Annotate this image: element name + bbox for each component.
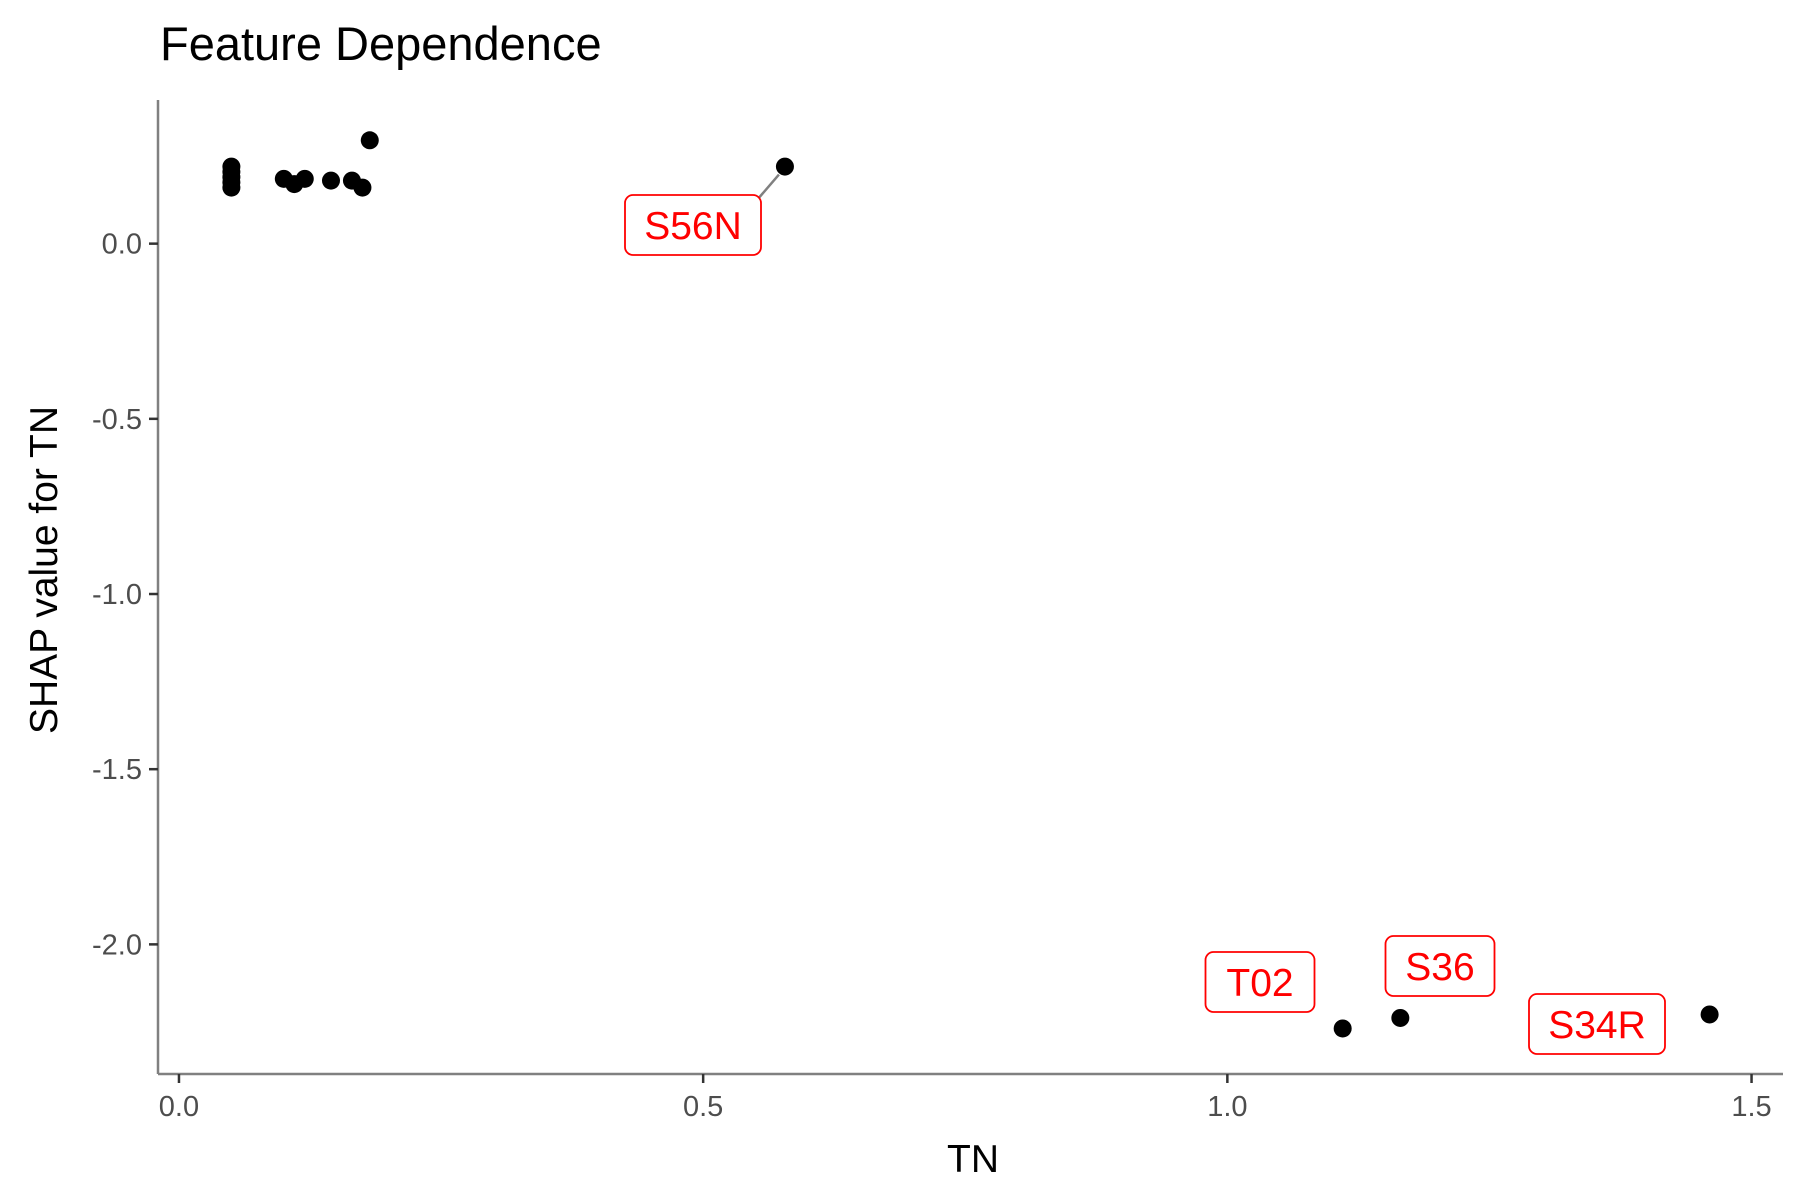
labeled-data-point: [1700, 1005, 1719, 1024]
chart-title: Feature Dependence: [160, 17, 602, 70]
y-tick-label: -2.0: [92, 929, 142, 961]
x-tick-label: 1.5: [1731, 1091, 1771, 1123]
y-tick-label: -1.5: [92, 754, 142, 786]
x-tick-label: 0.0: [159, 1091, 199, 1123]
y-tick-label: -1.0: [92, 579, 142, 611]
plot-area: 0.0 0.5 1.0 1.5 0.0 -0.5 -1.0 -1.5 -2.0 S56N T02 S3…: [92, 100, 1783, 1123]
y-tick-label: -0.5: [92, 404, 142, 436]
point-label: S34R: [1548, 1004, 1646, 1047]
point-label-box: [624, 194, 762, 256]
data-point: [222, 178, 241, 197]
point-label-box: [1384, 935, 1496, 997]
data-point: [321, 171, 340, 190]
y-axis-label: SHAP value for TN: [23, 406, 66, 734]
x-tick-label: 1.0: [1207, 1091, 1247, 1123]
point-label: S56N: [644, 205, 742, 248]
y-tick-label: 0.0: [102, 229, 142, 261]
labeled-data-point: [775, 157, 794, 176]
x-tick-label: 0.5: [683, 1091, 723, 1123]
labeled-data-point: [1391, 1008, 1410, 1027]
point-label: S36: [1405, 946, 1474, 989]
point-label-box: [1204, 951, 1316, 1013]
labeled-data-point: [1333, 1019, 1352, 1038]
point-label-box: [1528, 993, 1666, 1055]
data-point: [360, 131, 379, 150]
data-point: [295, 169, 314, 188]
x-axis-label: TN: [947, 1138, 999, 1181]
point-label: T02: [1226, 962, 1293, 1005]
data-point: [353, 178, 372, 197]
